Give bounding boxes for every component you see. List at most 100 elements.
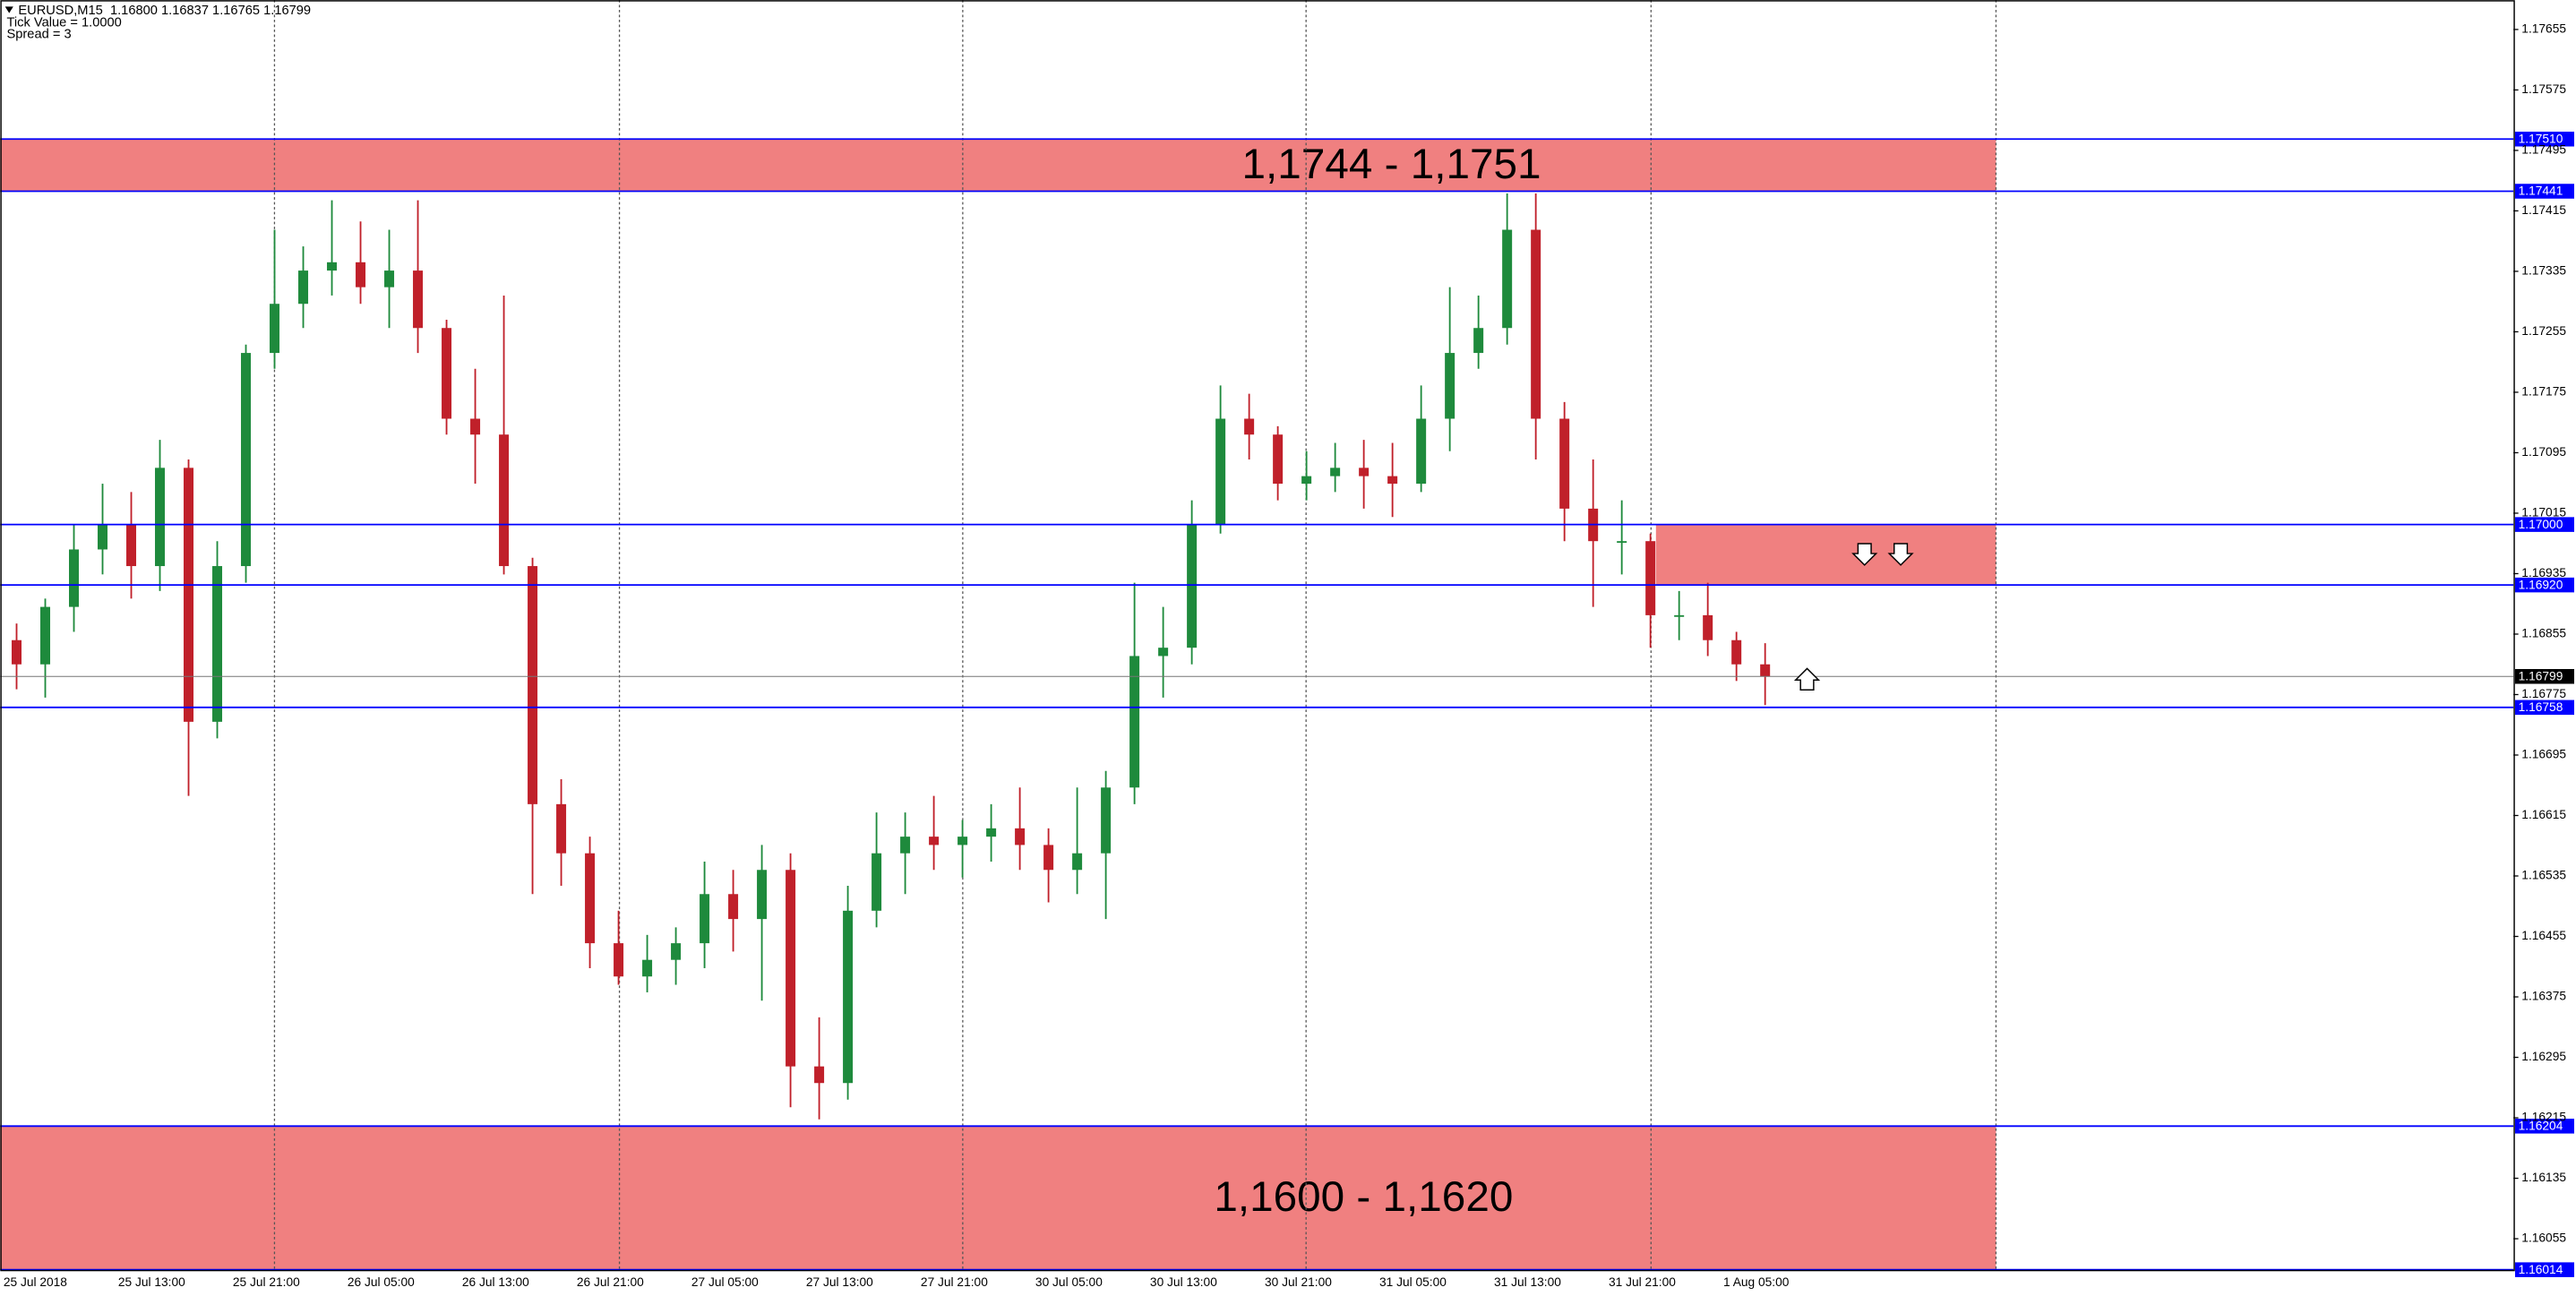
candle-body [69,549,80,607]
candle-body [900,837,911,854]
x-tick-label: 31 Jul 21:00 [1609,1275,1676,1289]
candle-body [786,870,796,1067]
candle-body [585,853,596,944]
y-tick-label: 1.17095 [2521,445,2566,459]
candle-body [843,910,854,1084]
candle-body [470,418,481,435]
candle-body [1129,656,1140,788]
candle-body [872,853,882,911]
candle-body [1617,541,1627,544]
candle-body [442,328,452,419]
candle-body [1416,418,1427,485]
candle-body [986,828,997,837]
y-tick-label: 1.17175 [2521,385,2566,399]
candle-body [1674,614,1685,617]
x-tick-label: 27 Jul 21:00 [921,1275,988,1289]
candle-body [1502,229,1513,329]
y-tick-label: 1.16455 [2521,929,2566,942]
candle-body [957,837,968,845]
x-tick-label: 1 Aug 05:00 [1723,1275,1790,1289]
y-tick-label: 1.17015 [2521,506,2566,519]
level-label-box [2514,184,2574,199]
axes: 1.17655 1.17575 1.17495 1.17415 1.17335 1.172… [4,22,2567,1289]
candle-body [929,837,940,845]
y-tick-label: 1.16135 [2521,1171,2566,1184]
zone-label: 1,1600 - 1,1620 [1214,1173,1513,1221]
x-tick-label: 26 Jul 13:00 [462,1275,529,1289]
x-tick-label: 27 Jul 05:00 [691,1275,759,1289]
y-tick-label: 1.16375 [2521,990,2566,1003]
y-tick-label: 1.16295 [2521,1050,2566,1063]
level-label-box [2514,1119,2574,1134]
candle-body [1158,648,1169,657]
candle-body [1473,328,1484,354]
level-label-box [2514,577,2574,593]
y-tick-label: 1.17575 [2521,82,2566,96]
candle-body [270,304,280,354]
candle-body [1101,787,1112,854]
zone [0,139,1996,192]
candle-body [212,566,223,722]
candle-body [1531,229,1541,419]
candle-body [98,525,108,550]
x-tick-label: 25 Jul 21:00 [233,1275,300,1289]
candle-body [814,1066,825,1084]
y-tick-label: 1.16055 [2521,1232,2566,1245]
x-tick-label: 26 Jul 05:00 [348,1275,415,1289]
y-tick-label: 1.16855 [2521,627,2566,640]
y-tick-label: 1.17655 [2521,22,2566,36]
x-tick-label: 30 Jul 21:00 [1265,1275,1332,1289]
candle-body [1187,525,1198,648]
candle-body [499,434,510,567]
y-tick-label: 1.16215 [2521,1111,2566,1124]
candle-body [1072,853,1083,871]
y-tick-label: 1.16935 [2521,566,2566,579]
y-tick-label: 1.17495 [2521,143,2566,157]
candle-body [413,270,424,329]
candle-body [671,943,682,960]
sell-arrow [1887,543,1914,566]
tick-value: Tick Value = 1.0000 [7,16,122,30]
spread: Spread = 3 [7,27,72,41]
level-label: 1.16758 [2519,700,2563,714]
x-tick-label: 31 Jul 05:00 [1379,1275,1447,1289]
y-tick-label: 1.17335 [2521,264,2566,278]
plot-frame [0,0,2515,1272]
x-tick-label: 25 Jul 2018 [4,1275,67,1289]
current-price-label: 1.16799 [2519,669,2563,682]
symbol-header: EURUSD,M15 1.16800 1.16837 1.16765 1.167… [18,4,311,18]
zone-label: 1,1744 - 1,1751 [1242,141,1541,188]
candle-body [40,606,51,665]
candle-body [1645,541,1656,615]
y-tick-label: 1.17415 [2521,203,2566,217]
y-tick-label: 1.16695 [2521,748,2566,761]
current-price-box [2514,668,2574,684]
candle-body [1043,845,1054,871]
level-label: 1.16204 [2519,1120,2563,1133]
x-tick-label: 25 Jul 13:00 [118,1275,185,1289]
candle-body [384,270,395,288]
x-tick-label: 27 Jul 13:00 [806,1275,873,1289]
level-label: 1.17000 [2519,518,2563,531]
x-tick-label: 31 Jul 13:00 [1494,1275,1561,1289]
level-label-box [2514,699,2574,716]
candle-body [155,468,166,567]
zone [1655,524,1996,586]
candle-body [1445,353,1455,419]
menu-triangle[interactable] [4,6,13,13]
level-label-box [2514,517,2574,532]
level-label-box [2514,132,2574,147]
candle-body [1387,476,1398,485]
candle-body [1703,614,1713,640]
y-tick-label: 1.17255 [2521,324,2566,338]
candle-body [642,959,653,977]
candle-body [1760,664,1771,677]
candle-body [1273,434,1284,485]
y-tick-label: 1.16615 [2521,808,2566,821]
candle-body [184,468,194,722]
x-tick-label: 30 Jul 05:00 [1035,1275,1103,1289]
zones: 1,1744 - 1,1751 1,1600 - 1,1620 [0,139,1996,1270]
